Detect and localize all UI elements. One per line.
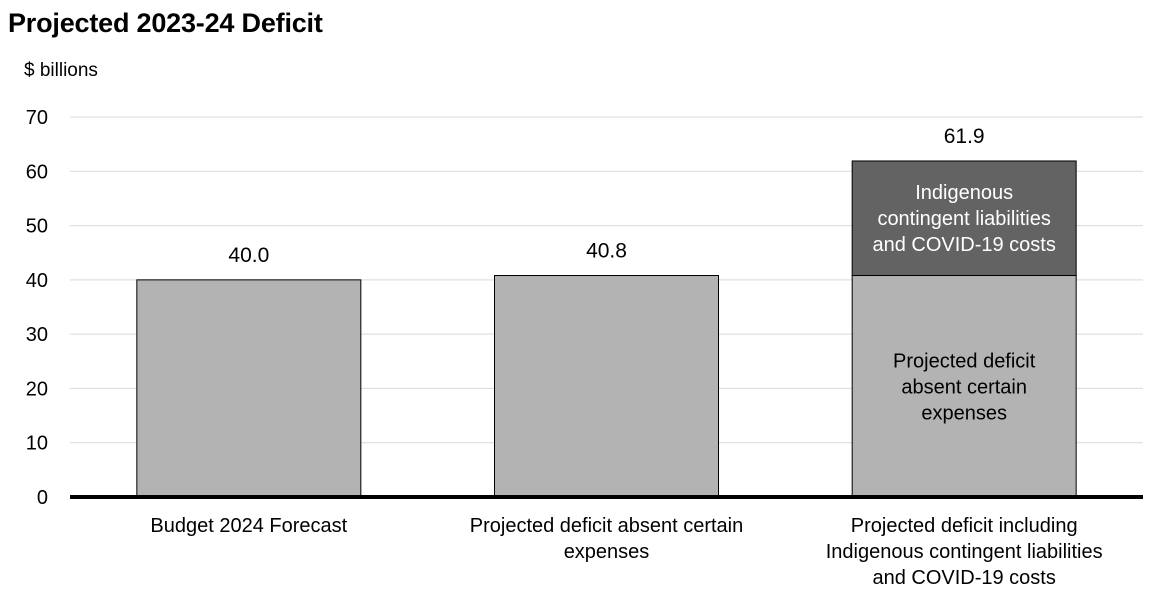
y-tick-label: 30 [26,324,48,346]
y-tick-label: 40 [26,270,48,292]
segment-label: Indigenous contingent liabilities and COVI… [872,182,1055,256]
y-axis-ticks: 0 10 20 30 40 50 60 70 [26,107,48,509]
value-label: 40.8 [586,240,627,263]
y-axis-unit-label: $ billions [24,60,98,81]
bar-segment [851,160,1077,277]
y-tick-label: 70 [26,107,48,129]
y-tick-label: 60 [26,161,48,183]
bar-segment [494,275,719,498]
bars [70,160,1143,499]
category-label: Projected deficit absent certain expenses [470,515,744,563]
y-tick-label: 20 [26,378,48,400]
value-label: 61.9 [944,125,985,148]
y-tick-label: 50 [26,216,48,238]
y-tick-label: 10 [26,433,48,455]
labels: 40.0 Budget 2024 Forecast 40.8 Projected de… [150,125,1102,589]
value-label: 40.0 [228,244,269,267]
category-label: Projected deficit including Indigenous co… [826,515,1103,589]
y-tick-label: 0 [37,487,48,509]
chart-title: Projected 2023-24 Deficit [8,8,323,38]
segment-label: Projected deficit absent certain expenses [893,350,1036,424]
category-label: Budget 2024 Forecast [150,515,347,537]
bar-segment [136,279,362,498]
